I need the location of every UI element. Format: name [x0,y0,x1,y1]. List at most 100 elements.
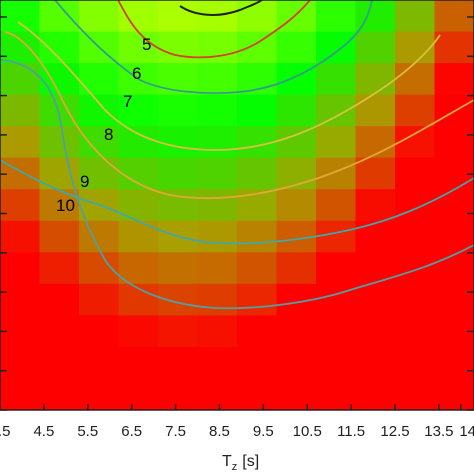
heatmap-cell [395,346,436,380]
heatmap-cell [158,346,199,380]
heatmap-cell [316,189,357,222]
heatmap-cell [158,252,199,285]
heatmap-cell [237,220,278,253]
heatmap-cell [395,94,436,127]
heatmap-cell [118,94,159,127]
heatmap-cell [237,252,278,285]
heatmap-cell [316,0,357,33]
heatmap-cell [434,189,474,222]
heatmap-cell [0,0,41,33]
heatmap-cell [395,220,436,253]
heatmap-cell [79,315,120,348]
heatmap-cell [316,63,357,96]
heatmap-cell [79,378,120,410]
heatmap-cell [434,378,474,410]
heatmap-cell [276,189,317,222]
x-tick-label: 14 [459,423,474,440]
heatmap-cell [118,252,159,285]
heatmap-cell [395,189,436,222]
heatmap-cell [237,31,278,64]
heatmap-cell [158,157,199,190]
plot-frame [0,0,474,411]
heatmap-cell [316,315,357,348]
heatmap-cell [276,252,317,285]
heatmap-cell [237,0,278,33]
heatmap-cell [316,94,357,127]
heatmap-cell [197,378,238,410]
heatmap-cell [197,252,238,285]
heatmap-cell [237,94,278,127]
heatmap-cell [0,189,41,222]
x-axis-title-unit: [s] [242,453,259,470]
heatmap-cell [434,346,474,380]
heatmap-cell [395,378,436,410]
heatmap-cell [316,126,357,159]
heatmap-cell [355,283,396,316]
heatmap-cell [39,346,80,380]
heatmap-cell [355,252,396,285]
heatmap-cell [316,283,357,316]
heatmap-cell [355,346,396,380]
heatmap-cell [118,220,159,253]
heatmap-cell [197,346,238,380]
heatmap-cell [0,346,41,380]
heatmap-cell [276,315,317,348]
heatmap-cell [237,63,278,96]
heatmap-cell [158,378,199,410]
heatmap-cell [0,220,41,253]
heatmap-cell [395,252,436,285]
heatmap-cell [355,126,396,159]
x-tick-label: 5.5 [77,423,98,440]
heatmap-cell [276,126,317,159]
heatmap-cell [118,0,159,33]
contour-line-7 [17,21,441,151]
heatmap-cell [118,315,159,348]
x-tick-label: 3.5 [0,423,10,440]
contour-label-8: 8 [104,125,113,144]
heatmap-cell [355,157,396,190]
heatmap-cell [434,126,474,159]
heatmap-cell [197,94,238,127]
heatmap-cell [39,126,80,159]
heatmap-cell [434,252,474,285]
heatmap-cell [79,0,120,33]
contour-label-7: 7 [123,92,132,111]
heatmap-cell [395,126,436,159]
heatmap-cell [355,31,396,64]
x-tick-label: 13.5 [424,423,453,440]
heatmap-cell [395,283,436,316]
heatmap-cell [39,283,80,316]
heatmap-cell [158,0,199,33]
contour-label-6: 6 [132,64,141,83]
heatmap-cell [276,378,317,410]
heatmap-cell [355,220,396,253]
heatmap-cell [197,31,238,64]
heatmap-cell [316,220,357,253]
heatmap-cell [39,189,80,222]
heatmap-cell [434,283,474,316]
heatmap-cell [118,126,159,159]
y-axis-ticks [0,16,474,411]
heatmap-cell [118,157,159,190]
heatmap-cell [39,220,80,253]
x-tick-label: 8.5 [209,423,230,440]
contour-line-8 [4,31,474,200]
heatmap-cell [39,63,80,96]
heatmap-cell [355,63,396,96]
heatmap-cell [0,94,41,127]
heatmap-cell [197,189,238,222]
heatmap-cell [395,0,436,33]
contour-line-5 [117,0,311,59]
heatmap-cell [276,31,317,64]
heatmap-cell [316,346,357,380]
heatmap-cell [276,0,317,33]
heatmap-cell [0,378,41,410]
heatmap-cell [197,283,238,316]
heatmap-cell [0,283,41,316]
heatmap-cell [0,31,41,64]
heatmap-cell [237,346,278,380]
contour-line-top [179,0,263,16]
heatmap-cell [158,94,199,127]
heatmap-cell [39,378,80,410]
heatmap-cell [197,126,238,159]
